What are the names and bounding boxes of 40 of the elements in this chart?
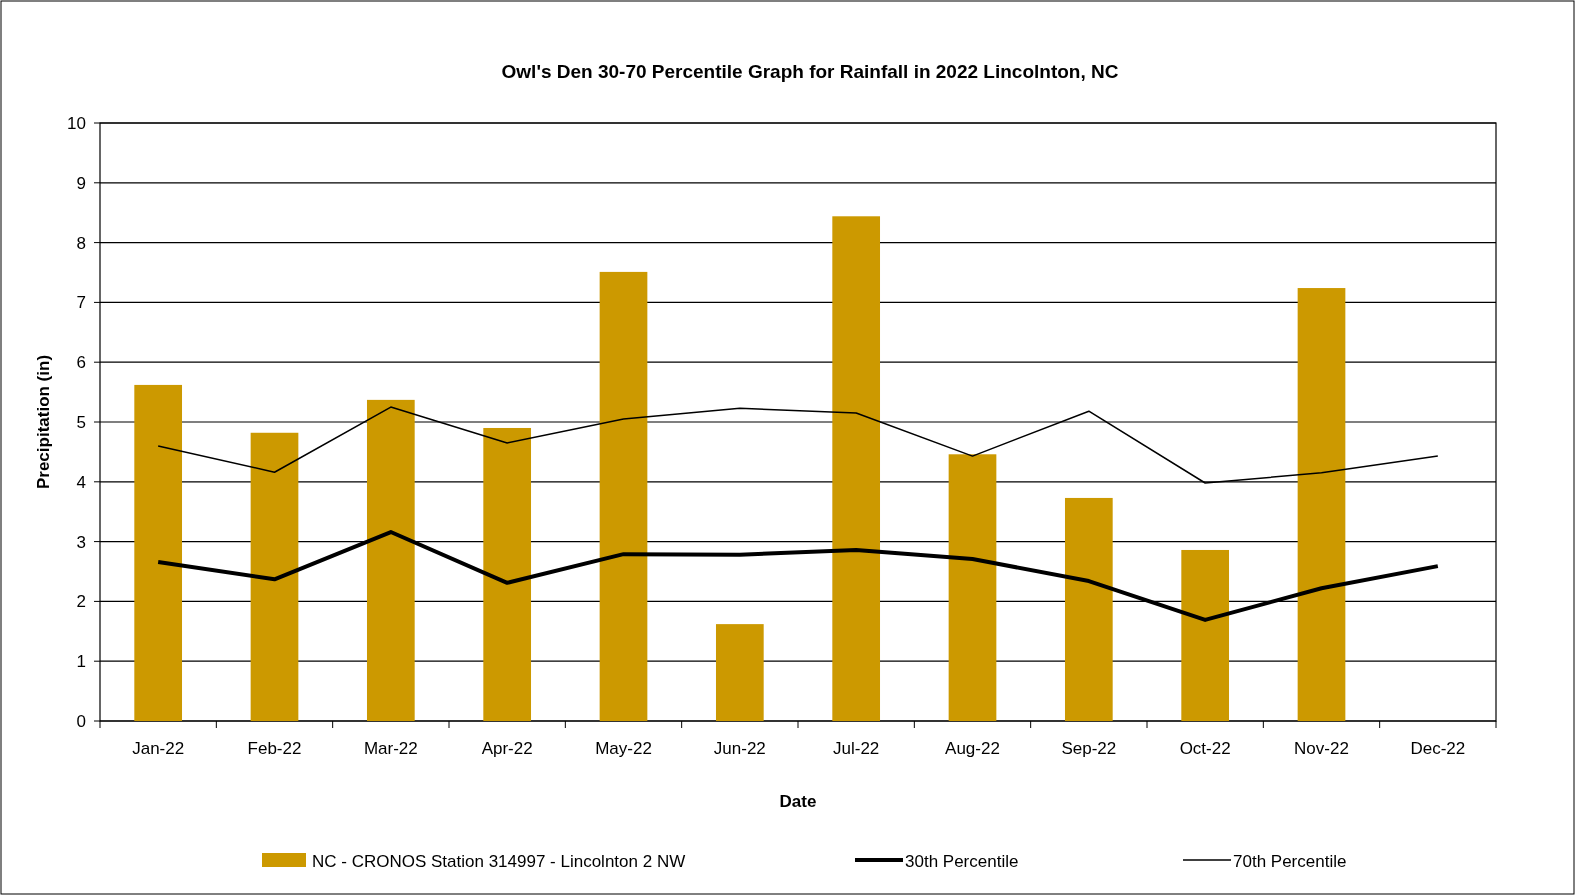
bar: [1297, 288, 1346, 721]
x-tick-label: Dec-22: [1410, 739, 1466, 758]
legend-label: 30th Percentile: [905, 852, 1019, 871]
x-tick-label: Mar-22: [363, 739, 418, 758]
chart-title: Owl's Den 30-70 Percentile Graph for Rainfall in 2022 Lincolnton, NC: [501, 61, 1119, 82]
bar: [715, 624, 764, 721]
y-axis-title: Precipitation (in): [34, 354, 53, 490]
bar: [599, 271, 648, 721]
x-tick-label: Apr-22: [481, 739, 533, 758]
x-tick-label: Sep-22: [1061, 739, 1117, 758]
legend-label: 70th Percentile: [1233, 852, 1347, 871]
y-tick-label: 6: [76, 353, 86, 373]
y-tick-label: 7: [76, 293, 86, 313]
bar: [366, 399, 415, 721]
bar: [250, 432, 299, 721]
bar: [134, 384, 183, 721]
x-tick-label: May-22: [595, 739, 652, 758]
x-tick-label: Jan-22: [132, 739, 185, 758]
y-tick-label: 9: [76, 173, 86, 193]
y-tick-label: 1: [76, 652, 86, 672]
x-tick-label: Jul-22: [833, 739, 880, 758]
y-tick-label: 3: [76, 532, 86, 552]
x-tick-label: Nov-22: [1294, 739, 1349, 758]
x-tick-label: Aug-22: [945, 739, 1000, 758]
y-tick-label: 10: [67, 114, 86, 133]
y-tick-label: 5: [76, 413, 86, 432]
y-tick-label: 8: [76, 233, 86, 253]
x-tick-label: Feb-22: [247, 739, 302, 758]
x-tick-label: Jun-22: [713, 739, 766, 758]
y-tick-label: 4: [76, 472, 86, 492]
bar: [1181, 549, 1230, 721]
bar: [832, 216, 881, 721]
x-tick-label: Oct-22: [1179, 739, 1231, 758]
x-axis-title: Date: [779, 792, 817, 811]
bar: [1064, 497, 1113, 721]
y-tick-label: 2: [76, 592, 86, 612]
legend-label: NC - CRONOS Station 314997 - Lincolnton 2 NW: [312, 852, 686, 871]
y-tick-label: 0: [76, 712, 86, 731]
bar: [948, 454, 997, 721]
bar: [483, 427, 532, 721]
